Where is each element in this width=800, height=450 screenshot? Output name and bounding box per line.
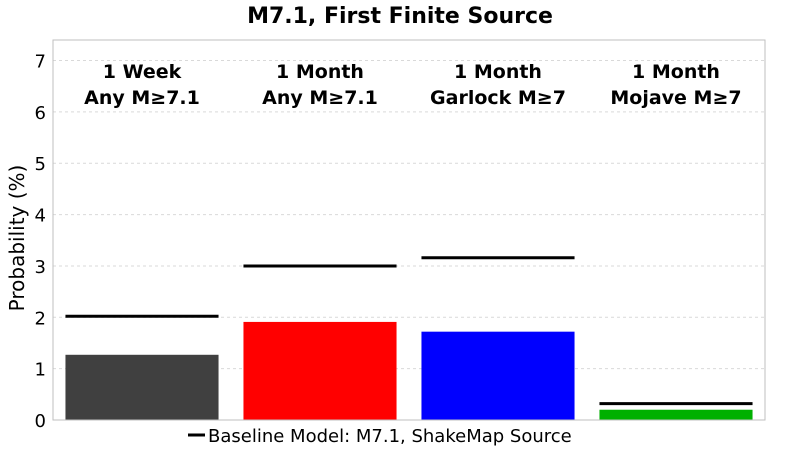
- category-label-line2: Mojave M≥7: [610, 87, 741, 109]
- y-tick-label: 5: [35, 154, 46, 175]
- bar: [243, 321, 397, 420]
- bar: [599, 409, 753, 420]
- y-tick-label: 4: [35, 206, 46, 227]
- category-label-line1: 1 Week: [103, 61, 182, 83]
- category-label-line2: Any M≥7.1: [84, 87, 200, 109]
- category-label-line2: Garlock M≥7: [430, 87, 566, 109]
- category-label-line1: 1 Month: [276, 61, 364, 83]
- bar: [65, 354, 219, 420]
- y-tick-label: 2: [35, 308, 46, 329]
- y-tick-label: 6: [35, 103, 46, 124]
- category-label-line2: Any M≥7.1: [262, 87, 378, 109]
- bar: [421, 331, 575, 420]
- category-label-line1: 1 Month: [454, 61, 542, 83]
- plot-frame: [52, 39, 766, 421]
- legend: Baseline Model: M7.1, ShakeMap Source: [188, 426, 572, 447]
- y-tick-label: 1: [35, 360, 46, 381]
- category-label-line1: 1 Month: [632, 61, 720, 83]
- y-tick-label: 7: [35, 52, 46, 73]
- legend-baseline-label: Baseline Model: M7.1, ShakeMap Source: [208, 426, 572, 447]
- y-tick-label: 0: [35, 411, 46, 432]
- y-axis-label: Probability (%): [5, 165, 29, 312]
- y-tick-label: 3: [35, 257, 46, 278]
- chart-title: M7.1, First Finite Source: [247, 4, 553, 29]
